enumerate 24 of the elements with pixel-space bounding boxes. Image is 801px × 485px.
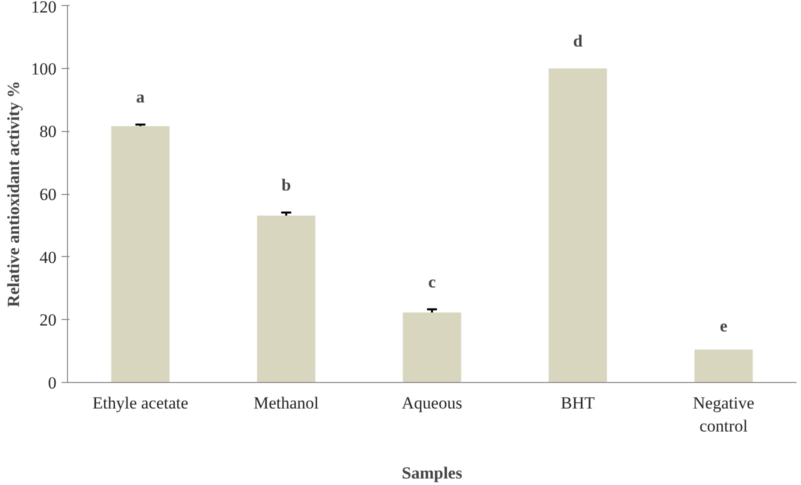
x-tick-label: Negative control [692, 394, 754, 436]
x-tick-label: Aqueous [402, 394, 462, 412]
bar [111, 126, 170, 382]
data-label: d [573, 31, 584, 50]
y-tick-label: 120 [31, 0, 56, 16]
y-tick-label: 40 [40, 248, 56, 267]
x-tick-label: BHT [560, 394, 596, 412]
bar [694, 350, 753, 382]
data-label: c [428, 272, 436, 292]
bar [548, 68, 607, 382]
data-label: b [281, 176, 291, 195]
x-tick-label: Ethyle acetate [92, 394, 188, 412]
x-axis-title: Samples [402, 463, 463, 482]
data-label: a [136, 88, 146, 107]
x-tick-label: Methanol [254, 394, 320, 412]
y-tick-label: 100 [31, 59, 56, 78]
y-tick-label: 60 [40, 185, 56, 204]
data-label: e [720, 316, 728, 336]
y-tick-label: 20 [40, 310, 56, 330]
bar [257, 216, 316, 382]
y-tick-label: 80 [40, 122, 56, 142]
y-axis-title: Relative antioxidant activity % [4, 80, 23, 308]
bar [402, 312, 462, 382]
y-tick-label: 0 [48, 374, 56, 392]
